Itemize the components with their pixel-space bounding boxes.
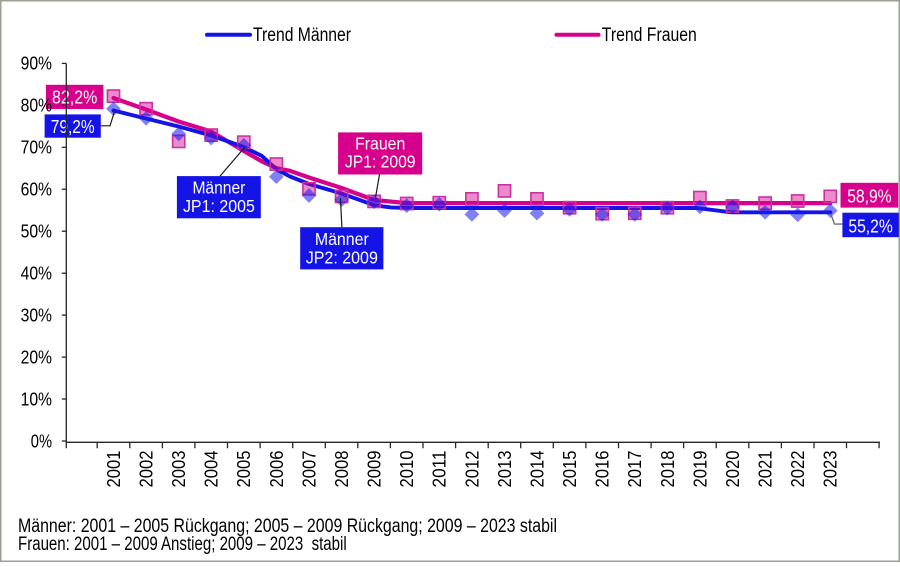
svg-text:2022: 2022 bbox=[788, 451, 808, 488]
svg-text:80%: 80% bbox=[21, 96, 52, 116]
svg-text:Trend Frauen: Trend Frauen bbox=[602, 25, 697, 46]
svg-text:79,2%: 79,2% bbox=[51, 116, 95, 137]
svg-text:20%: 20% bbox=[21, 347, 52, 367]
svg-text:70%: 70% bbox=[21, 138, 52, 158]
svg-text:2015: 2015 bbox=[560, 451, 580, 488]
svg-text:Frauen: 2001 – 2009 Anstieg; 2: Frauen: 2001 – 2009 Anstieg; 2009 – 2023… bbox=[18, 534, 347, 555]
svg-text:2009: 2009 bbox=[365, 451, 385, 488]
svg-text:60%: 60% bbox=[21, 180, 52, 200]
svg-text:2017: 2017 bbox=[625, 451, 645, 488]
svg-text:2002: 2002 bbox=[137, 451, 157, 488]
svg-text:Männer: Männer bbox=[192, 177, 245, 197]
svg-text:82,2%: 82,2% bbox=[52, 86, 97, 107]
svg-text:2007: 2007 bbox=[299, 451, 319, 488]
svg-text:0%: 0% bbox=[31, 431, 52, 451]
svg-text:2023: 2023 bbox=[821, 451, 841, 488]
svg-text:2014: 2014 bbox=[527, 451, 547, 488]
svg-text:2003: 2003 bbox=[169, 451, 189, 488]
svg-text:55,2%: 55,2% bbox=[848, 215, 892, 236]
svg-text:2008: 2008 bbox=[332, 451, 352, 488]
svg-text:2013: 2013 bbox=[495, 451, 515, 488]
svg-text:10%: 10% bbox=[21, 389, 52, 409]
svg-text:JP2: 2009: JP2: 2009 bbox=[306, 248, 378, 268]
svg-text:2011: 2011 bbox=[430, 451, 450, 488]
svg-text:50%: 50% bbox=[21, 222, 52, 242]
svg-text:2019: 2019 bbox=[690, 451, 710, 488]
svg-text:40%: 40% bbox=[21, 264, 52, 284]
svg-text:2021: 2021 bbox=[756, 451, 776, 488]
svg-text:90%: 90% bbox=[21, 54, 52, 74]
svg-text:30%: 30% bbox=[21, 305, 52, 325]
svg-text:2006: 2006 bbox=[267, 451, 287, 488]
svg-text:2012: 2012 bbox=[462, 451, 482, 488]
svg-text:58,9%: 58,9% bbox=[847, 185, 891, 206]
svg-text:Männer: 2001 – 2005 Rückgang;: Männer: 2001 – 2005 Rückgang; 2005 – 200… bbox=[18, 516, 557, 537]
svg-text:JP1: 2009: JP1: 2009 bbox=[345, 152, 416, 172]
svg-text:2005: 2005 bbox=[234, 451, 254, 488]
svg-text:Trend Männer: Trend Männer bbox=[253, 25, 352, 46]
svg-text:2016: 2016 bbox=[593, 451, 613, 488]
svg-text:2004: 2004 bbox=[202, 451, 222, 488]
svg-text:2001: 2001 bbox=[104, 451, 124, 488]
svg-text:Männer: Männer bbox=[315, 229, 369, 249]
svg-text:2010: 2010 bbox=[397, 451, 417, 488]
svg-text:JP1: 2005: JP1: 2005 bbox=[183, 196, 255, 216]
svg-text:2020: 2020 bbox=[723, 451, 743, 488]
svg-text:2018: 2018 bbox=[658, 451, 678, 488]
svg-text:Frauen: Frauen bbox=[355, 134, 405, 154]
